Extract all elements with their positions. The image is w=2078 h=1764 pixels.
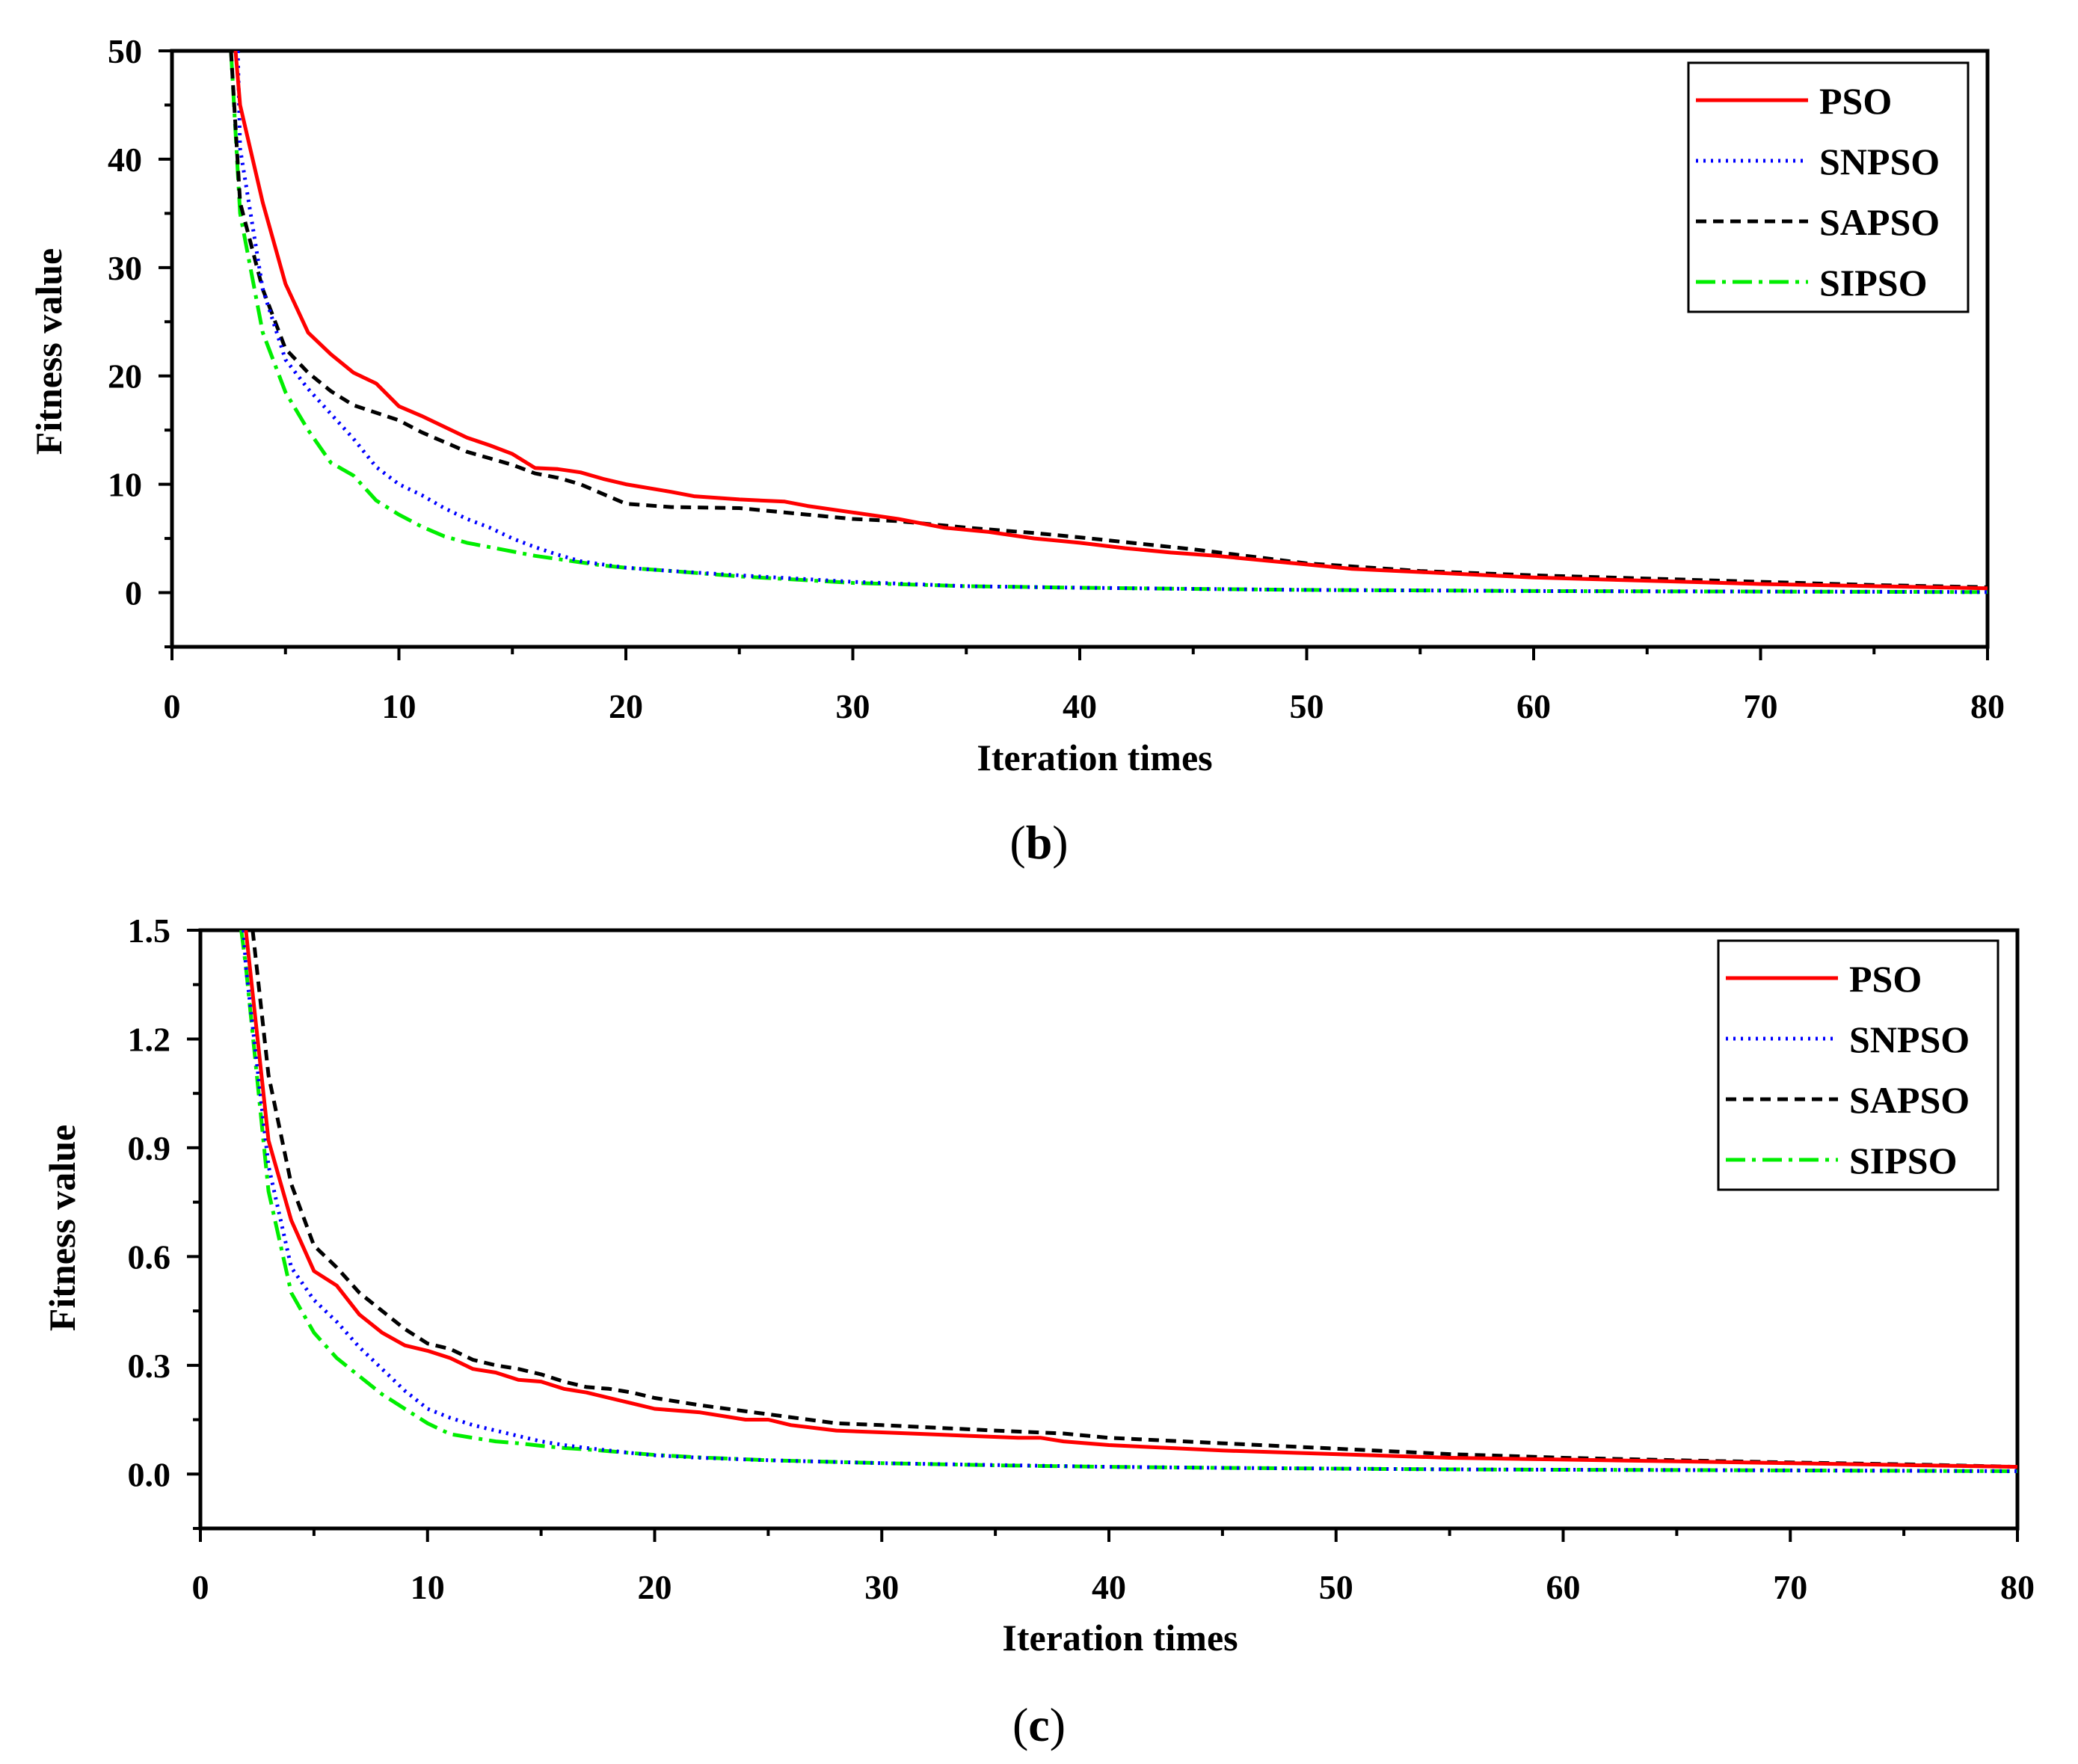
legend-b: PSO SNPSO SAPSO SIPSO [1687,61,1970,313]
caption-b-close: ) [1052,816,1069,869]
x-tick-label: 0 [192,1568,209,1606]
x-tick-label: 10 [411,1568,445,1606]
series-line-pso [244,930,2017,1469]
y-tick-label: 0.9 [128,1129,171,1167]
x-tick-label: 70 [1744,687,1778,725]
caption-b: (b) [0,815,2078,870]
caption-c-letter: c [1028,1698,1050,1751]
x-tick-label: 10 [382,687,416,725]
y-tick-label: 1.2 [128,1020,171,1058]
x-axis-title-c: Iteration times [1002,1617,1238,1659]
ticks-c: 0 10 20 30 40 50 60 70 80 0.0 0.3 0.6 0.9 1.2 1.5 [128,912,2035,1606]
x-tick-label: 40 [1063,687,1097,725]
series-group-c [239,930,2017,1473]
series-line-sapso [250,930,2017,1469]
series-line-pso [233,51,1988,591]
x-tick-label: 20 [638,1568,672,1606]
y-tick-label: 0.0 [128,1455,171,1493]
x-axis-title-b: Iteration times [977,737,1212,778]
legend-label-pso: PSO [1849,958,1922,1000]
chart-panel-c: 0 10 20 30 40 50 60 70 80 0.0 0.3 0.6 0.9 1.2 1.5 Iter… [41,912,2035,1659]
x-tick-label: 50 [1290,687,1324,725]
y-tick-label: 1.5 [128,912,171,950]
y-tick-label: 30 [108,249,142,287]
y-tick-label: 10 [108,466,142,504]
caption-b-letter: b [1025,816,1053,869]
chart-panel-b: 0 10 20 30 40 50 60 70 80 0 10 20 30 40 50 Iteration t… [28,32,2005,778]
legend-c: PSO SNPSO SAPSO SIPSO [1717,939,1999,1191]
series-line-snpso [236,51,1988,594]
x-tick-label: 50 [1319,1568,1353,1606]
series-group-b [229,51,1988,594]
y-axis-title-b: Fitness value [28,248,70,455]
y-axis-title-c: Fitness value [41,1125,83,1331]
y-tick-label: 0 [125,574,142,612]
series-line-sipso [239,930,2017,1473]
caption-c-close: ) [1049,1698,1066,1751]
x-tick-label: 70 [1773,1568,1807,1606]
caption-c: (c) [0,1697,2078,1753]
y-tick-label: 0.3 [128,1347,171,1385]
legend-label-sapso: SAPSO [1819,201,1940,243]
legend-box-c [1717,939,1999,1191]
legend-label-snpso: SNPSO [1819,141,1940,182]
legend-box-b [1687,61,1970,313]
series-line-sipso [229,51,1988,594]
x-tick-label: 60 [1546,1568,1581,1606]
x-tick-label: 0 [164,687,181,725]
x-tick-label: 60 [1516,687,1551,725]
legend-label-sipso: SIPSO [1819,262,1928,304]
series-line-sapso [229,51,1988,589]
x-tick-label: 30 [864,1568,899,1606]
y-tick-label: 40 [108,141,142,179]
legend-label-sipso: SIPSO [1849,1140,1958,1181]
legend-label-snpso: SNPSO [1849,1018,1970,1060]
x-tick-label: 40 [1092,1568,1126,1606]
legend-label-pso: PSO [1819,80,1892,122]
x-tick-label: 30 [836,687,870,725]
legend-label-sapso: SAPSO [1849,1079,1970,1121]
y-tick-label: 0.6 [128,1238,171,1276]
y-tick-label: 50 [108,32,142,70]
ticks-b: 0 10 20 30 40 50 60 70 80 0 10 20 30 40 50 [108,32,2005,725]
x-tick-label: 20 [609,687,643,725]
x-tick-label: 80 [1970,687,2005,725]
x-tick-label: 80 [2000,1568,2035,1606]
caption-b-open: ( [1009,816,1026,869]
y-tick-label: 20 [108,357,142,396]
caption-c-open: ( [1012,1698,1029,1751]
